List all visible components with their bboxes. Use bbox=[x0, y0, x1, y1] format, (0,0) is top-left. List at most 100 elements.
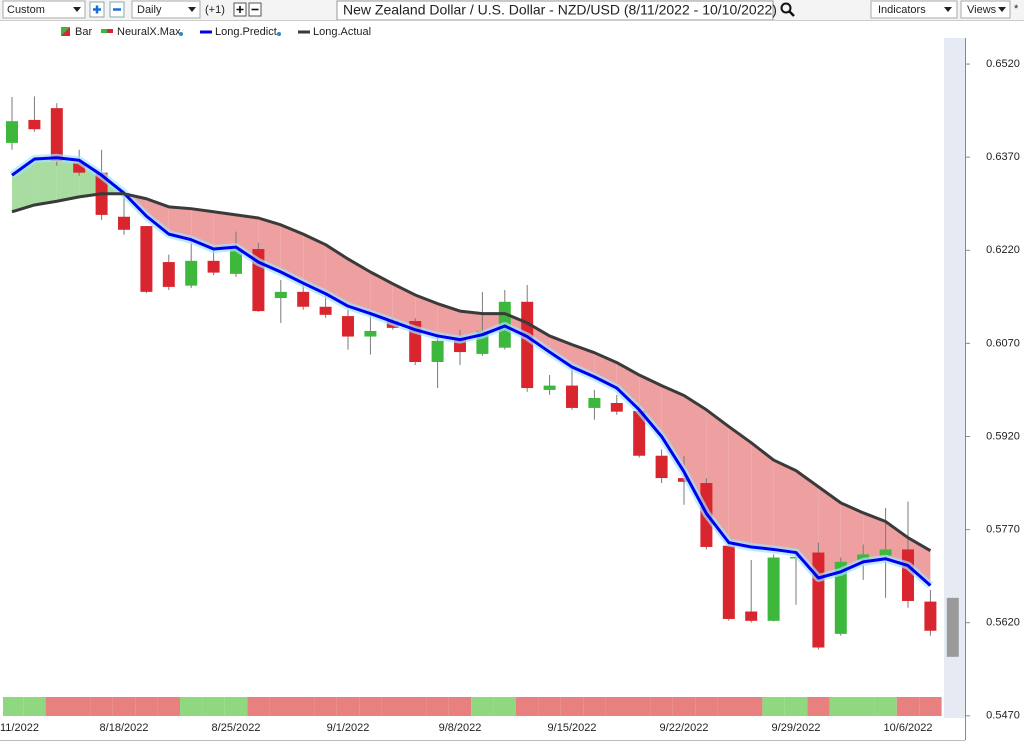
candle-body bbox=[207, 260, 220, 273]
search-button[interactable] bbox=[780, 2, 795, 17]
candle-body bbox=[879, 549, 892, 556]
spread-fill bbox=[751, 442, 774, 550]
y-tick-label: 0.5620 bbox=[986, 617, 1020, 629]
signal-segment bbox=[224, 697, 248, 716]
signal-segment bbox=[336, 697, 360, 716]
candle-body bbox=[185, 260, 198, 286]
views-dropdown[interactable] bbox=[960, 0, 1011, 19]
y-tick-label: 0.6220 bbox=[986, 244, 1020, 256]
period-dropdown[interactable] bbox=[131, 0, 201, 19]
signal-segment bbox=[896, 697, 920, 716]
signal-segment bbox=[202, 697, 225, 716]
x-tick-label: 9/8/2022 bbox=[439, 722, 482, 734]
candle-body bbox=[319, 306, 332, 315]
signal-segment bbox=[135, 697, 158, 716]
star-text[interactable]: * bbox=[1014, 3, 1019, 15]
candle-body bbox=[73, 162, 86, 173]
signal-segment bbox=[919, 697, 942, 716]
candle-body bbox=[588, 398, 601, 408]
candle-body bbox=[28, 119, 41, 130]
signal-segment bbox=[583, 697, 606, 716]
candle-body bbox=[812, 552, 825, 648]
signal-segment bbox=[247, 697, 270, 716]
signal-segment bbox=[112, 697, 136, 716]
signal-segment bbox=[762, 697, 785, 716]
legend-dot bbox=[277, 32, 281, 36]
candle-body bbox=[857, 554, 870, 560]
search-icon-handle bbox=[788, 10, 795, 17]
legend: Bar NeuralX.Max Long.Predict Long.Actual bbox=[61, 26, 371, 38]
candle-body bbox=[924, 601, 937, 631]
plus-icon bbox=[236, 6, 244, 13]
signal-segment bbox=[448, 697, 472, 716]
future-zone bbox=[944, 38, 965, 718]
legend-label: Long.Predict bbox=[215, 26, 277, 38]
signal-segment bbox=[672, 697, 696, 716]
interval-dropdown[interactable] bbox=[2, 0, 86, 19]
spread-fill bbox=[348, 258, 371, 314]
signal-segment bbox=[560, 697, 584, 716]
signal-segment bbox=[852, 697, 875, 716]
signal-segment bbox=[740, 697, 763, 716]
candle-body bbox=[364, 330, 377, 337]
candle-body bbox=[610, 402, 623, 412]
candle-body bbox=[274, 291, 287, 299]
signal-segment bbox=[426, 697, 449, 716]
signal-segment bbox=[471, 697, 494, 716]
signal-segment bbox=[538, 697, 561, 716]
signal-segment bbox=[695, 697, 718, 716]
spread-fill bbox=[437, 303, 460, 340]
signal-segment bbox=[874, 697, 897, 716]
spread-fill bbox=[796, 470, 819, 578]
candle-body bbox=[633, 411, 646, 456]
x-tick-label: 8/25/2022 bbox=[212, 722, 261, 734]
candle-body bbox=[655, 455, 668, 479]
legend-icon-bar bbox=[61, 27, 70, 36]
candle-body bbox=[431, 340, 444, 362]
y-tick-label: 0.6370 bbox=[986, 151, 1020, 163]
plus-icon bbox=[93, 5, 101, 14]
candle-body bbox=[50, 108, 63, 161]
dropdown-arrow bbox=[944, 7, 952, 12]
candle-body bbox=[767, 557, 780, 621]
legend-dot bbox=[179, 32, 183, 36]
y-tick-label: 0.5470 bbox=[986, 710, 1020, 722]
y-tick-label: 0.6070 bbox=[986, 337, 1020, 349]
signal-segment bbox=[180, 697, 203, 716]
x-tick-label: 8/18/2022 bbox=[100, 722, 149, 734]
signal-segment bbox=[68, 697, 91, 716]
candle-body bbox=[6, 121, 18, 143]
signal-segment bbox=[359, 697, 382, 716]
candle-body bbox=[745, 611, 758, 621]
offset-text: (+1) bbox=[205, 4, 225, 16]
signal-segment bbox=[650, 697, 673, 716]
x-tick-label: 11/2022 bbox=[0, 722, 39, 734]
signal-segment bbox=[807, 697, 830, 716]
spread-fill bbox=[616, 362, 640, 410]
spread-fill bbox=[213, 211, 236, 250]
signal-segment bbox=[90, 697, 113, 716]
candle-body bbox=[118, 216, 130, 230]
candle-body bbox=[834, 561, 847, 634]
signal-segment bbox=[516, 697, 539, 716]
dropdown-arrow bbox=[73, 7, 81, 12]
search-icon bbox=[780, 2, 792, 14]
dropdown-arrow bbox=[998, 7, 1006, 12]
signal-segment bbox=[23, 697, 46, 716]
y-tick-label: 0.6520 bbox=[986, 58, 1020, 70]
spread-fill bbox=[773, 460, 796, 553]
signal-segment bbox=[157, 697, 180, 716]
legend-label: Long.Actual bbox=[313, 26, 371, 38]
indicators-dropdown[interactable] bbox=[870, 0, 958, 19]
spread-fill bbox=[661, 385, 684, 472]
spread-fill bbox=[639, 375, 662, 437]
signal-segment bbox=[45, 697, 68, 716]
x-tick-label: 9/1/2022 bbox=[327, 722, 370, 734]
candle-body bbox=[162, 262, 175, 287]
chart-title: New Zealand Dollar / U.S. Dollar - NZD/U… bbox=[343, 2, 777, 18]
signal-segment bbox=[717, 697, 740, 716]
legend-label: Bar bbox=[75, 26, 92, 38]
spread-fill bbox=[325, 244, 348, 307]
y-tick-label: 0.5770 bbox=[986, 523, 1020, 535]
